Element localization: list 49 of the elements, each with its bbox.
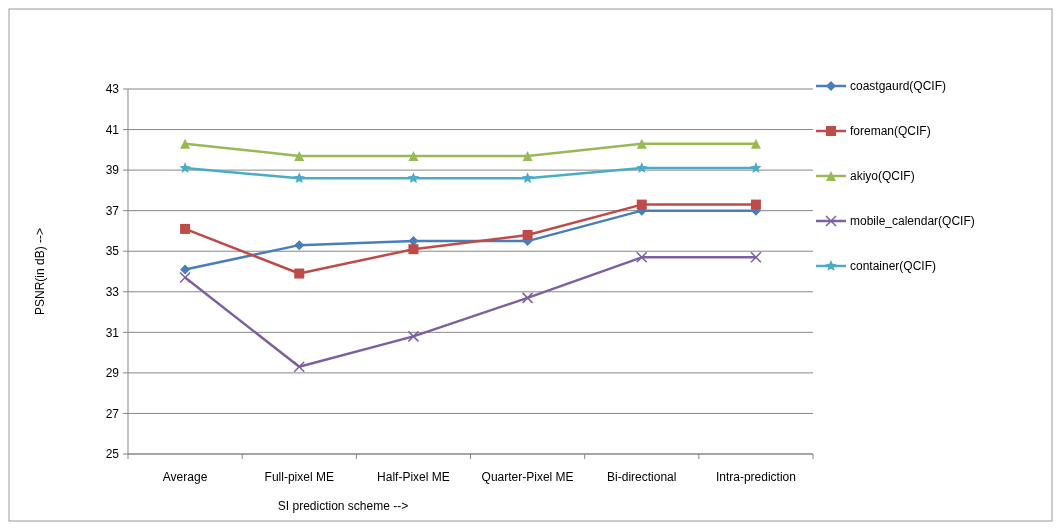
point (750, 138, 761, 149)
y-tick-label: 39 (105, 163, 120, 178)
point (521, 172, 534, 184)
y-tick-label: 33 (105, 284, 120, 299)
x-tick-label: Average (162, 470, 208, 484)
x-tick-label: Full-pixel ME (264, 470, 334, 484)
y-tick-label: 37 (105, 203, 120, 218)
y-tick-label: 27 (105, 406, 120, 421)
point (636, 199, 647, 210)
legend-label: mobile_calendar(QCIF) (850, 214, 975, 229)
point (293, 361, 305, 373)
point (522, 230, 533, 240)
x-axis-title: SI prediction scheme --> (277, 499, 409, 513)
point (750, 162, 762, 173)
point (294, 268, 305, 279)
point (407, 172, 420, 184)
y-axis-title: PSNR(in dB) --> (33, 227, 47, 316)
point (179, 162, 191, 173)
point (636, 162, 648, 173)
y-tick-label: 41 (105, 122, 120, 137)
point (407, 330, 420, 343)
point (180, 223, 191, 234)
y-tick-label: 31 (105, 325, 120, 340)
y-tick-label: 25 (105, 447, 120, 462)
point (294, 150, 305, 161)
point (294, 240, 305, 251)
point (750, 199, 761, 210)
legend-label: akiyo(QCIF) (850, 169, 915, 184)
point (522, 150, 533, 161)
point (636, 138, 647, 149)
point (408, 150, 419, 161)
point (408, 244, 419, 255)
point (180, 138, 191, 149)
y-tick-label: 29 (105, 366, 120, 381)
point (180, 264, 191, 275)
x-tick-label: Quarter-Pixel ME (481, 470, 574, 484)
point (179, 271, 191, 284)
x-tick-label: Bi-directional (607, 470, 677, 484)
x-tick-label: Half-Pixel ME (377, 470, 450, 484)
point (750, 251, 762, 264)
point (293, 172, 305, 184)
x-tick-label: Intra-prediction (715, 470, 796, 484)
point (521, 292, 534, 304)
legend-label: foreman(QCIF) (850, 124, 931, 139)
y-tick-label: 35 (105, 244, 120, 259)
y-tick-label: 43 (105, 82, 120, 97)
point (636, 251, 648, 264)
legend-label: container(QCIF) (850, 259, 937, 274)
legend-label: coastgaurd(QCIF) (850, 79, 947, 94)
